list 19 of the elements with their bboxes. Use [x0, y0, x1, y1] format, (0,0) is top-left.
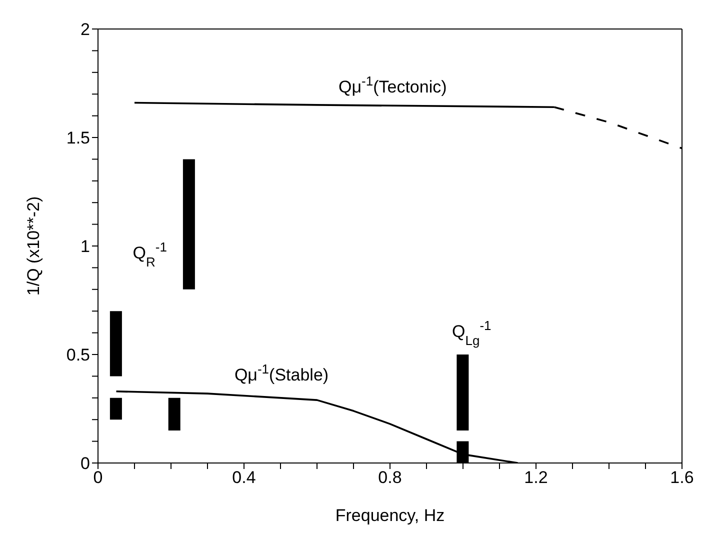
y-tick-label: 1 [80, 237, 90, 256]
x-tick-label: 0.4 [232, 468, 256, 488]
y-tick-label: 0 [80, 454, 90, 474]
x-tick-label: 1.2 [524, 468, 548, 488]
x-axis-title: Frequency, Hz [335, 506, 445, 525]
annotation: Qμ$^{-1}$(Tectonic) [338, 73, 447, 97]
bar [456, 354, 469, 430]
y-tick-label: 0.5 [66, 346, 90, 365]
bar [182, 159, 195, 290]
bar [168, 398, 180, 430]
x-tick-label: 0 [93, 468, 103, 488]
x-tick-label: 1.6 [670, 468, 694, 488]
y-tick-label: 2 [80, 20, 90, 40]
y-tick-label: 1.5 [66, 128, 90, 148]
annotation: Qμ$^{-1}$(Stable) [234, 360, 329, 384]
x-tick-label: 0.8 [378, 468, 402, 488]
bar [110, 398, 122, 420]
y-axis-title: 1/Q (x10**-2) [24, 196, 44, 296]
bar [110, 311, 122, 376]
